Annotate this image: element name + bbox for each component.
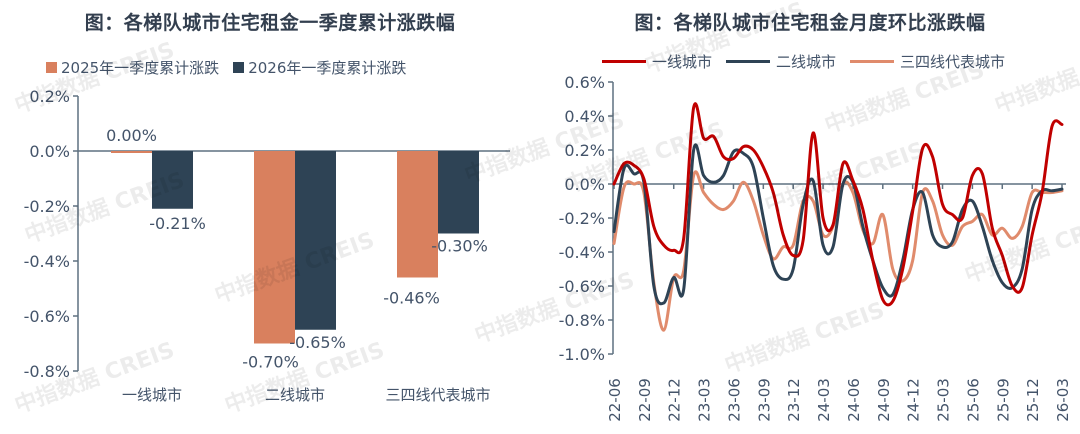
y-tick-label: -0.4%	[559, 243, 605, 262]
legend-swatch-tier2	[726, 60, 771, 63]
line-chart-plot: 0.6% 0.4% 0.2% 0.0% -0.2% -0.4% -0.6% -0.8% -1.0…	[559, 73, 1072, 422]
legend-swatch-tier34	[850, 60, 895, 63]
x-tick-label: 24-06	[845, 378, 863, 422]
y-tick-label: 0.0%	[29, 142, 70, 161]
legend-item-tier34: 三四线代表城市	[850, 51, 1005, 72]
x-tick-label: 25-06	[964, 378, 982, 422]
x-tick-label: 24-03	[815, 378, 833, 422]
bar-chart-title: 图：各梯队城市住宅租金一季度累计涨跌幅	[84, 12, 456, 34]
x-category-label: 二线城市	[265, 386, 325, 404]
data-label: -0.46%	[383, 289, 440, 308]
y-tick-label: -1.0%	[559, 345, 605, 364]
x-category-label: 三四线代表城市	[385, 386, 490, 404]
legend-item-tier2: 二线城市	[726, 51, 836, 72]
line-tier2	[612, 143, 1064, 306]
legend-label-tier2: 二线城市	[776, 53, 837, 71]
data-label: -0.21%	[149, 214, 206, 233]
x-tick-label: 23-06	[725, 378, 743, 422]
y-tick-label: -0.8%	[24, 362, 70, 381]
y-tick-label: 0.0%	[564, 175, 605, 194]
x-tick-label: 22-06	[606, 378, 624, 422]
legend-label-tier34: 三四线代表城市	[900, 53, 1006, 71]
y-tick-label: 0.4%	[564, 107, 605, 126]
data-label: -0.30%	[431, 237, 488, 256]
y-tick-label: 0.6%	[564, 73, 605, 92]
x-tick-label: 22-09	[636, 378, 654, 422]
x-tick-label: 25-03	[935, 378, 953, 422]
legend-label-tier1: 一线城市	[652, 53, 713, 71]
y-tick-label: -0.4%	[24, 252, 70, 271]
line-chart-panel: 图：各梯队城市住宅租金月度环比涨跌幅 一线城市 二线城市 三四线代表城市 0.6…	[540, 0, 1080, 434]
bar-chart-panel: 图：各梯队城市住宅租金一季度累计涨跌幅 2025年一季度累计涨跌 2026年一季…	[24, 12, 510, 404]
data-label: 0.00%	[106, 126, 157, 145]
legend-swatch-tier1	[602, 60, 646, 63]
y-tick-label: -0.6%	[24, 307, 70, 326]
bar-2025	[111, 151, 152, 153]
y-tick-label: -0.8%	[559, 311, 605, 330]
x-tick-label: 24-09	[875, 378, 893, 422]
x-tick-label: 23-09	[755, 378, 773, 422]
y-tick-label: 0.2%	[564, 141, 605, 160]
data-label: -0.70%	[242, 353, 299, 372]
line-chart-title: 图：各梯队城市住宅租金月度环比涨跌幅	[634, 12, 986, 34]
x-tick-label: 25-09	[994, 378, 1012, 422]
y-tick-label: 0.2%	[29, 87, 70, 106]
bar-chart-legend: 2025年一季度累计涨跌 2026年一季度累计涨跌	[46, 57, 420, 78]
bar-2025	[397, 151, 438, 278]
x-tick-label: 25-12	[1024, 378, 1042, 422]
x-tick-label: 26-03	[1054, 378, 1072, 422]
x-category-label: 一线城市	[122, 386, 182, 404]
line-chart-legend: 一线城市 二线城市 三四线代表城市	[602, 51, 1019, 72]
bar-2026	[295, 151, 336, 330]
bar-2026	[152, 151, 193, 209]
bar-chart-plot: 0.2% 0.0% -0.2% -0.4% -0.6% -0.8% 0.00% -0.21% 一…	[24, 87, 510, 404]
y-tick-label: -0.2%	[559, 209, 605, 228]
legend-label-2026: 2026年一季度累计涨跌	[248, 59, 407, 77]
line-tier1	[612, 102, 1064, 307]
legend-swatch-2025	[46, 62, 57, 73]
legend-label-2025: 2025年一季度累计涨跌	[61, 59, 220, 77]
x-tick-label: 22-12	[666, 378, 684, 422]
data-label: -0.65%	[289, 333, 346, 352]
y-tick-label: -0.2%	[24, 197, 70, 216]
legend-item-2025: 2025年一季度累计涨跌	[46, 57, 219, 78]
x-tick-label: 23-12	[785, 378, 803, 422]
x-tick-label: 23-03	[696, 378, 714, 422]
legend-swatch-2026	[233, 62, 245, 73]
legend-item-tier1: 一线城市	[602, 51, 712, 72]
bar-2025	[254, 151, 295, 344]
y-tick-label: -0.6%	[559, 277, 605, 296]
x-tick-label: 24-12	[905, 378, 923, 422]
bar-2026	[438, 151, 479, 234]
legend-item-2026: 2026年一季度累计涨跌	[233, 57, 406, 78]
